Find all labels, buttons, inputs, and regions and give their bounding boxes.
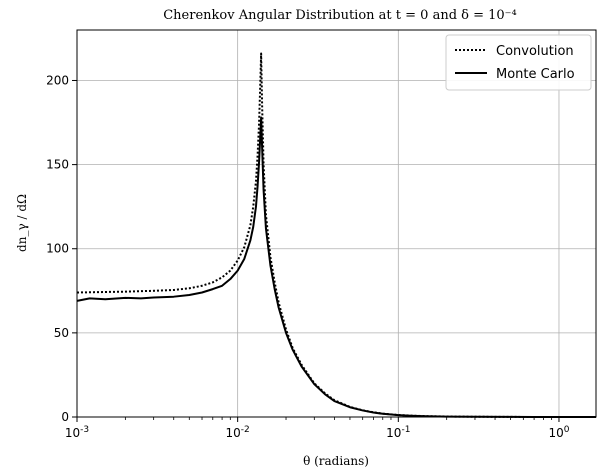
y-tick-label: 150 [46,158,69,172]
series-line-monte-carlo [76,116,597,418]
x-axis-ticks: 10-3 10-2 10-1 100 [65,417,570,440]
y-tick-label: 0 [61,410,69,424]
series-layer [76,52,597,418]
y-tick-label: 50 [54,326,69,340]
x-tick-label: 10-3 [65,425,89,440]
legend: Convolution Monte Carlo [445,34,592,91]
x-tick-label: 10-2 [226,425,250,440]
x-axis-label: θ (radians) [303,454,369,468]
x-tick-label: 100 [548,425,569,440]
chart-title: Cherenkov Angular Distribution at t = 0 … [163,8,517,23]
y-tick-label: 100 [46,242,69,256]
legend-label-convolution: Convolution [496,44,574,59]
x-tick-label: 10-1 [386,425,410,440]
legend-label-monte-carlo: Monte Carlo [496,67,575,82]
plot-frame [76,29,597,418]
series-line-convolution [76,52,597,418]
y-axis-ticks: 0 50 100 150 200 [46,73,77,424]
y-tick-label: 200 [46,73,69,87]
y-axis-label: dn_γ / dΩ [15,194,29,252]
legend-box [445,34,592,91]
